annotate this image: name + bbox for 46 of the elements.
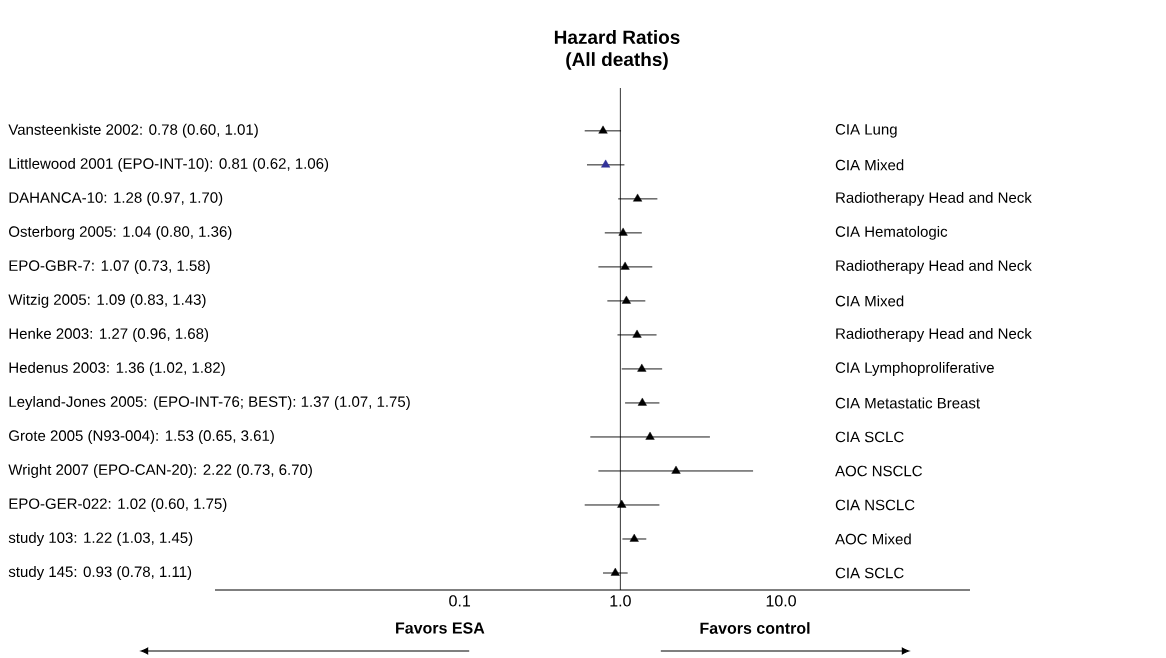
y-tick-label: Osterborg 2005: 1.04 (0.80, 1.36) [9, 225, 232, 240]
y2-tick-label: CIA SCLC [835, 567, 904, 579]
point [633, 193, 643, 202]
y-tick-label: Henke 2003: 1.27 (0.96, 1.68) [9, 327, 209, 342]
point [620, 261, 630, 270]
point [618, 227, 628, 236]
x-tick-label: 10.0 [766, 595, 796, 607]
point [617, 499, 627, 508]
y2-tick-label: CIA Mixed [835, 295, 904, 307]
point [610, 567, 620, 576]
text: Favors ESA [396, 622, 485, 634]
y-tick-label: Leyland-Jones 2005: (EPO-INT-76; BEST): 1.37 (1.07, 1.75) [9, 395, 410, 410]
point [637, 397, 647, 406]
y-tick-label: Vansteenkiste 2002: 0.78 (0.60, 1.01) [8, 123, 258, 138]
y-tick-label: EPO-GBR-7: 1.07 (0.73, 1.58) [9, 259, 210, 274]
y2-tick-label: AOC Mixed [835, 533, 911, 545]
y-tick-label: Grote 2005 (N93-004): 1.53 (0.65, 3.61) [9, 429, 274, 444]
y2-tick-label: AOC NSCLC [835, 465, 922, 477]
y2-tick-label: CIA SCLC [835, 431, 904, 443]
x-tick-label: 1.0 [610, 595, 631, 607]
y-tick-label: DAHANCA-10: 1.28 (0.97, 1.70) [9, 191, 223, 206]
y-tick-label: Wright 2007 (EPO-CAN-20): 2.22 (0.73, 6.70) [8, 463, 312, 478]
y-tick-label: Hedenus 2003: 1.36 (1.02, 1.82) [9, 361, 225, 376]
chart-subtitle: (All deaths) [566, 52, 668, 70]
y2-tick-label: Radiotherapy Head and Neck [836, 259, 1032, 274]
point [637, 363, 647, 372]
y-tick-label: study 145: 0.93 (0.78, 1.11) [8, 566, 192, 580]
y2-tick-label: CIA Lymphoproliferative [835, 361, 994, 376]
text: Favors control [700, 622, 810, 634]
y2-tick-label: Radiotherapy Head and Neck [836, 191, 1032, 206]
point [621, 295, 631, 304]
chart-title: Hazard Ratios [554, 30, 680, 44]
point [629, 533, 639, 542]
y2-tick-label: CIA Hematologic [835, 225, 948, 240]
point [645, 431, 655, 440]
y-tick-label: EPO-GER-022: 1.02 (0.60, 1.75) [9, 497, 227, 512]
y-tick-label: Witzig 2005: 1.09 (0.83, 1.43) [8, 293, 206, 308]
y2-tick-label: CIA Mixed [835, 159, 904, 171]
y2-tick-label: CIA NSCLC [835, 499, 915, 511]
y2-tick-label: CIA Lung [835, 124, 897, 138]
y2-tick-label: CIA Metastatic Breast [835, 397, 980, 409]
x-tick-label: 0.1 [449, 595, 471, 607]
point [632, 329, 642, 338]
y-tick-label: Littlewood 2001 (EPO-INT-10): 0.81 (0.62, 1.06) [9, 157, 329, 172]
y2-tick-label: Radiotherapy Head and Neck [836, 327, 1032, 342]
y-tick-label: study 103: 1.22 (1.03, 1.45) [8, 532, 193, 546]
